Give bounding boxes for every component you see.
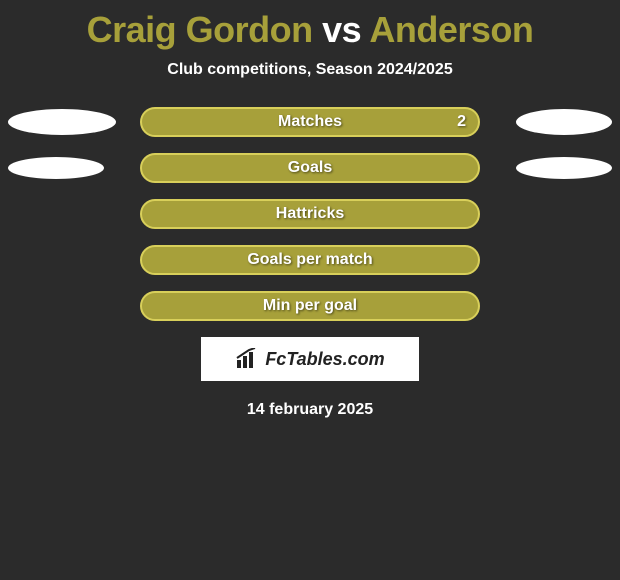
stat-pill: Goals bbox=[140, 153, 480, 183]
logo-text: FcTables.com bbox=[265, 349, 384, 370]
subtitle: Club competitions, Season 2024/2025 bbox=[0, 61, 620, 79]
page-title: Craig Gordon vs Anderson bbox=[0, 9, 620, 51]
title-player1: Craig Gordon bbox=[87, 9, 313, 50]
stat-row: Min per goal bbox=[0, 291, 620, 321]
stat-row: Matches 2 bbox=[0, 107, 620, 137]
stats-list: Matches 2 Goals Hattricks Goals per match Min… bbox=[0, 107, 620, 321]
stat-label: Min per goal bbox=[263, 297, 357, 315]
right-ellipse-icon bbox=[514, 155, 614, 181]
stat-row: Goals bbox=[0, 153, 620, 183]
stat-pill: Hattricks bbox=[140, 199, 480, 229]
chart-container: Craig Gordon vs Anderson Club competitio… bbox=[0, 0, 620, 419]
chart-icon bbox=[235, 348, 261, 370]
stat-pill: Min per goal bbox=[140, 291, 480, 321]
left-ellipse-icon bbox=[6, 155, 106, 181]
stat-label: Goals bbox=[288, 159, 332, 177]
stat-row: Goals per match bbox=[0, 245, 620, 275]
logo-box: FcTables.com bbox=[201, 337, 419, 381]
stat-row: Hattricks bbox=[0, 199, 620, 229]
logo-inner: FcTables.com bbox=[235, 348, 384, 370]
left-ellipse-icon bbox=[6, 107, 118, 137]
stat-pill: Matches 2 bbox=[140, 107, 480, 137]
right-ellipse-icon bbox=[514, 107, 614, 137]
stat-pill: Goals per match bbox=[140, 245, 480, 275]
title-vs: vs bbox=[313, 9, 370, 50]
stat-value-right: 2 bbox=[457, 113, 466, 131]
date-line: 14 february 2025 bbox=[0, 401, 620, 419]
stat-label: Matches bbox=[278, 113, 342, 131]
stat-label: Goals per match bbox=[247, 251, 372, 269]
stat-label: Hattricks bbox=[276, 205, 344, 223]
title-player2: Anderson bbox=[369, 9, 533, 50]
